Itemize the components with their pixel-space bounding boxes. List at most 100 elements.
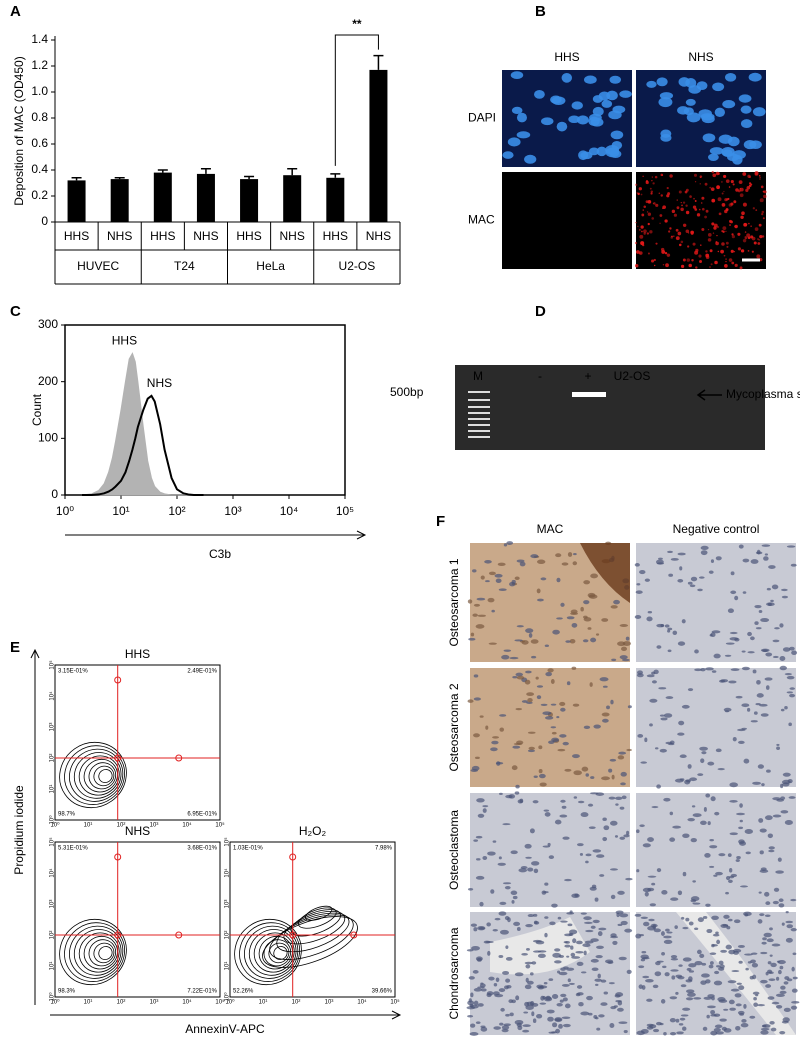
- cell-nucleus: [527, 731, 536, 734]
- cell-nucleus: [709, 845, 718, 849]
- cell-nucleus: [581, 766, 589, 772]
- cell-nucleus: [689, 584, 696, 588]
- cell-nucleus: [723, 914, 730, 919]
- cell-nucleus: [490, 889, 495, 894]
- cell-nucleus: [753, 711, 758, 715]
- cell-nucleus: [769, 954, 773, 957]
- mac-signal: [740, 215, 744, 220]
- cell-nucleus: [619, 806, 625, 810]
- x-tick-label: 10¹: [112, 504, 129, 518]
- cell-nucleus: [729, 1007, 736, 1011]
- cell-nucleus: [586, 995, 593, 1001]
- cell-nucleus: [571, 622, 578, 628]
- cell-nucleus: [562, 1023, 571, 1028]
- cell-nucleus: [544, 812, 551, 817]
- cell-nucleus: [488, 642, 497, 645]
- cell-nucleus: [730, 988, 740, 992]
- mac-signal: [759, 234, 763, 239]
- nucleus: [578, 150, 589, 161]
- tick-label: 10²: [225, 931, 231, 940]
- cell-nucleus: [565, 967, 575, 971]
- cell-nucleus: [580, 912, 587, 915]
- panel-label: A: [10, 3, 21, 20]
- cell-nucleus: [700, 667, 706, 672]
- bar: [153, 172, 172, 222]
- contour: [73, 929, 122, 976]
- cell-nucleus: [564, 1003, 571, 1009]
- mac-signal: [652, 182, 655, 185]
- cell-nucleus: [585, 929, 594, 933]
- mac-signal: [725, 208, 729, 212]
- gate-handle: [114, 853, 122, 861]
- cell-nucleus: [611, 774, 615, 780]
- gate-handle: [114, 931, 122, 939]
- nucleus: [718, 134, 733, 144]
- cell-nucleus: [779, 1030, 786, 1035]
- cell-nucleus: [781, 1020, 789, 1024]
- cell-nucleus: [525, 856, 532, 859]
- mac-signal: [711, 222, 715, 226]
- plot-title: NHS: [125, 824, 150, 838]
- contour: [253, 932, 295, 973]
- cell-nucleus: [563, 941, 568, 944]
- tick-label: 10⁴: [224, 868, 231, 878]
- cell-nucleus: [575, 950, 584, 954]
- cell-nucleus: [524, 961, 533, 965]
- cell-nucleus: [609, 1023, 615, 1029]
- tick-label: 10⁵: [224, 837, 231, 847]
- cell-nucleus: [661, 890, 668, 895]
- gate-handle: [175, 754, 183, 762]
- cell-nucleus: [705, 667, 714, 671]
- cell-nucleus: [560, 920, 568, 923]
- cell-nucleus: [713, 980, 723, 986]
- cell-nucleus: [645, 978, 654, 983]
- y-axis-label: Propidium iodide: [12, 785, 26, 875]
- cell-nucleus: [755, 627, 762, 630]
- mac-signal: [701, 196, 705, 200]
- mac-signal: [678, 190, 682, 194]
- mac-signal: [669, 174, 673, 178]
- cell-nucleus: [475, 875, 485, 880]
- cell-nucleus: [575, 992, 581, 997]
- x-tick-label: HHS: [64, 229, 89, 243]
- cell-nucleus: [732, 737, 737, 742]
- cell-nucleus: [505, 956, 513, 961]
- cell-nucleus: [482, 805, 489, 808]
- cell-nucleus: [706, 1014, 710, 1019]
- cell-nucleus: [596, 854, 605, 858]
- cell-nucleus: [613, 1005, 618, 1008]
- cell-nucleus: [663, 939, 673, 945]
- cell-nucleus: [765, 685, 770, 690]
- cell-nucleus: [644, 737, 648, 743]
- mac-signal: [763, 194, 767, 199]
- cell-nucleus: [538, 745, 543, 750]
- flow-plot-frame: [229, 841, 396, 998]
- quadrant-percent: 7.98%: [375, 846, 393, 852]
- cell-nucleus: [752, 974, 757, 980]
- cell-nucleus: [760, 979, 768, 984]
- mac-signal: [757, 242, 761, 245]
- cell-nucleus: [595, 955, 603, 959]
- cell-nucleus: [729, 875, 735, 879]
- nucleus: [740, 119, 753, 129]
- cell-nucleus: [777, 960, 786, 965]
- group-label: HeLa: [256, 259, 285, 273]
- cell-nucleus: [547, 1016, 554, 1022]
- nucleus: [740, 105, 752, 114]
- cell-nucleus: [779, 656, 786, 662]
- cell-nucleus: [610, 894, 616, 900]
- cell-nucleus: [566, 681, 571, 686]
- mac-signal: [749, 182, 752, 185]
- cell-nucleus: [772, 814, 782, 818]
- cell-nucleus: [587, 803, 594, 807]
- cell-nucleus: [730, 668, 740, 671]
- tick-label: 10⁴: [357, 999, 367, 1006]
- y-tick-label: 1.2: [31, 58, 48, 72]
- cell-nucleus: [764, 815, 773, 821]
- cell-nucleus: [760, 648, 770, 652]
- cell-nucleus: [792, 952, 797, 956]
- cell-nucleus: [580, 971, 587, 974]
- cell-nucleus: [724, 710, 730, 713]
- nucleus: [588, 147, 600, 156]
- mac-signal: [707, 232, 712, 237]
